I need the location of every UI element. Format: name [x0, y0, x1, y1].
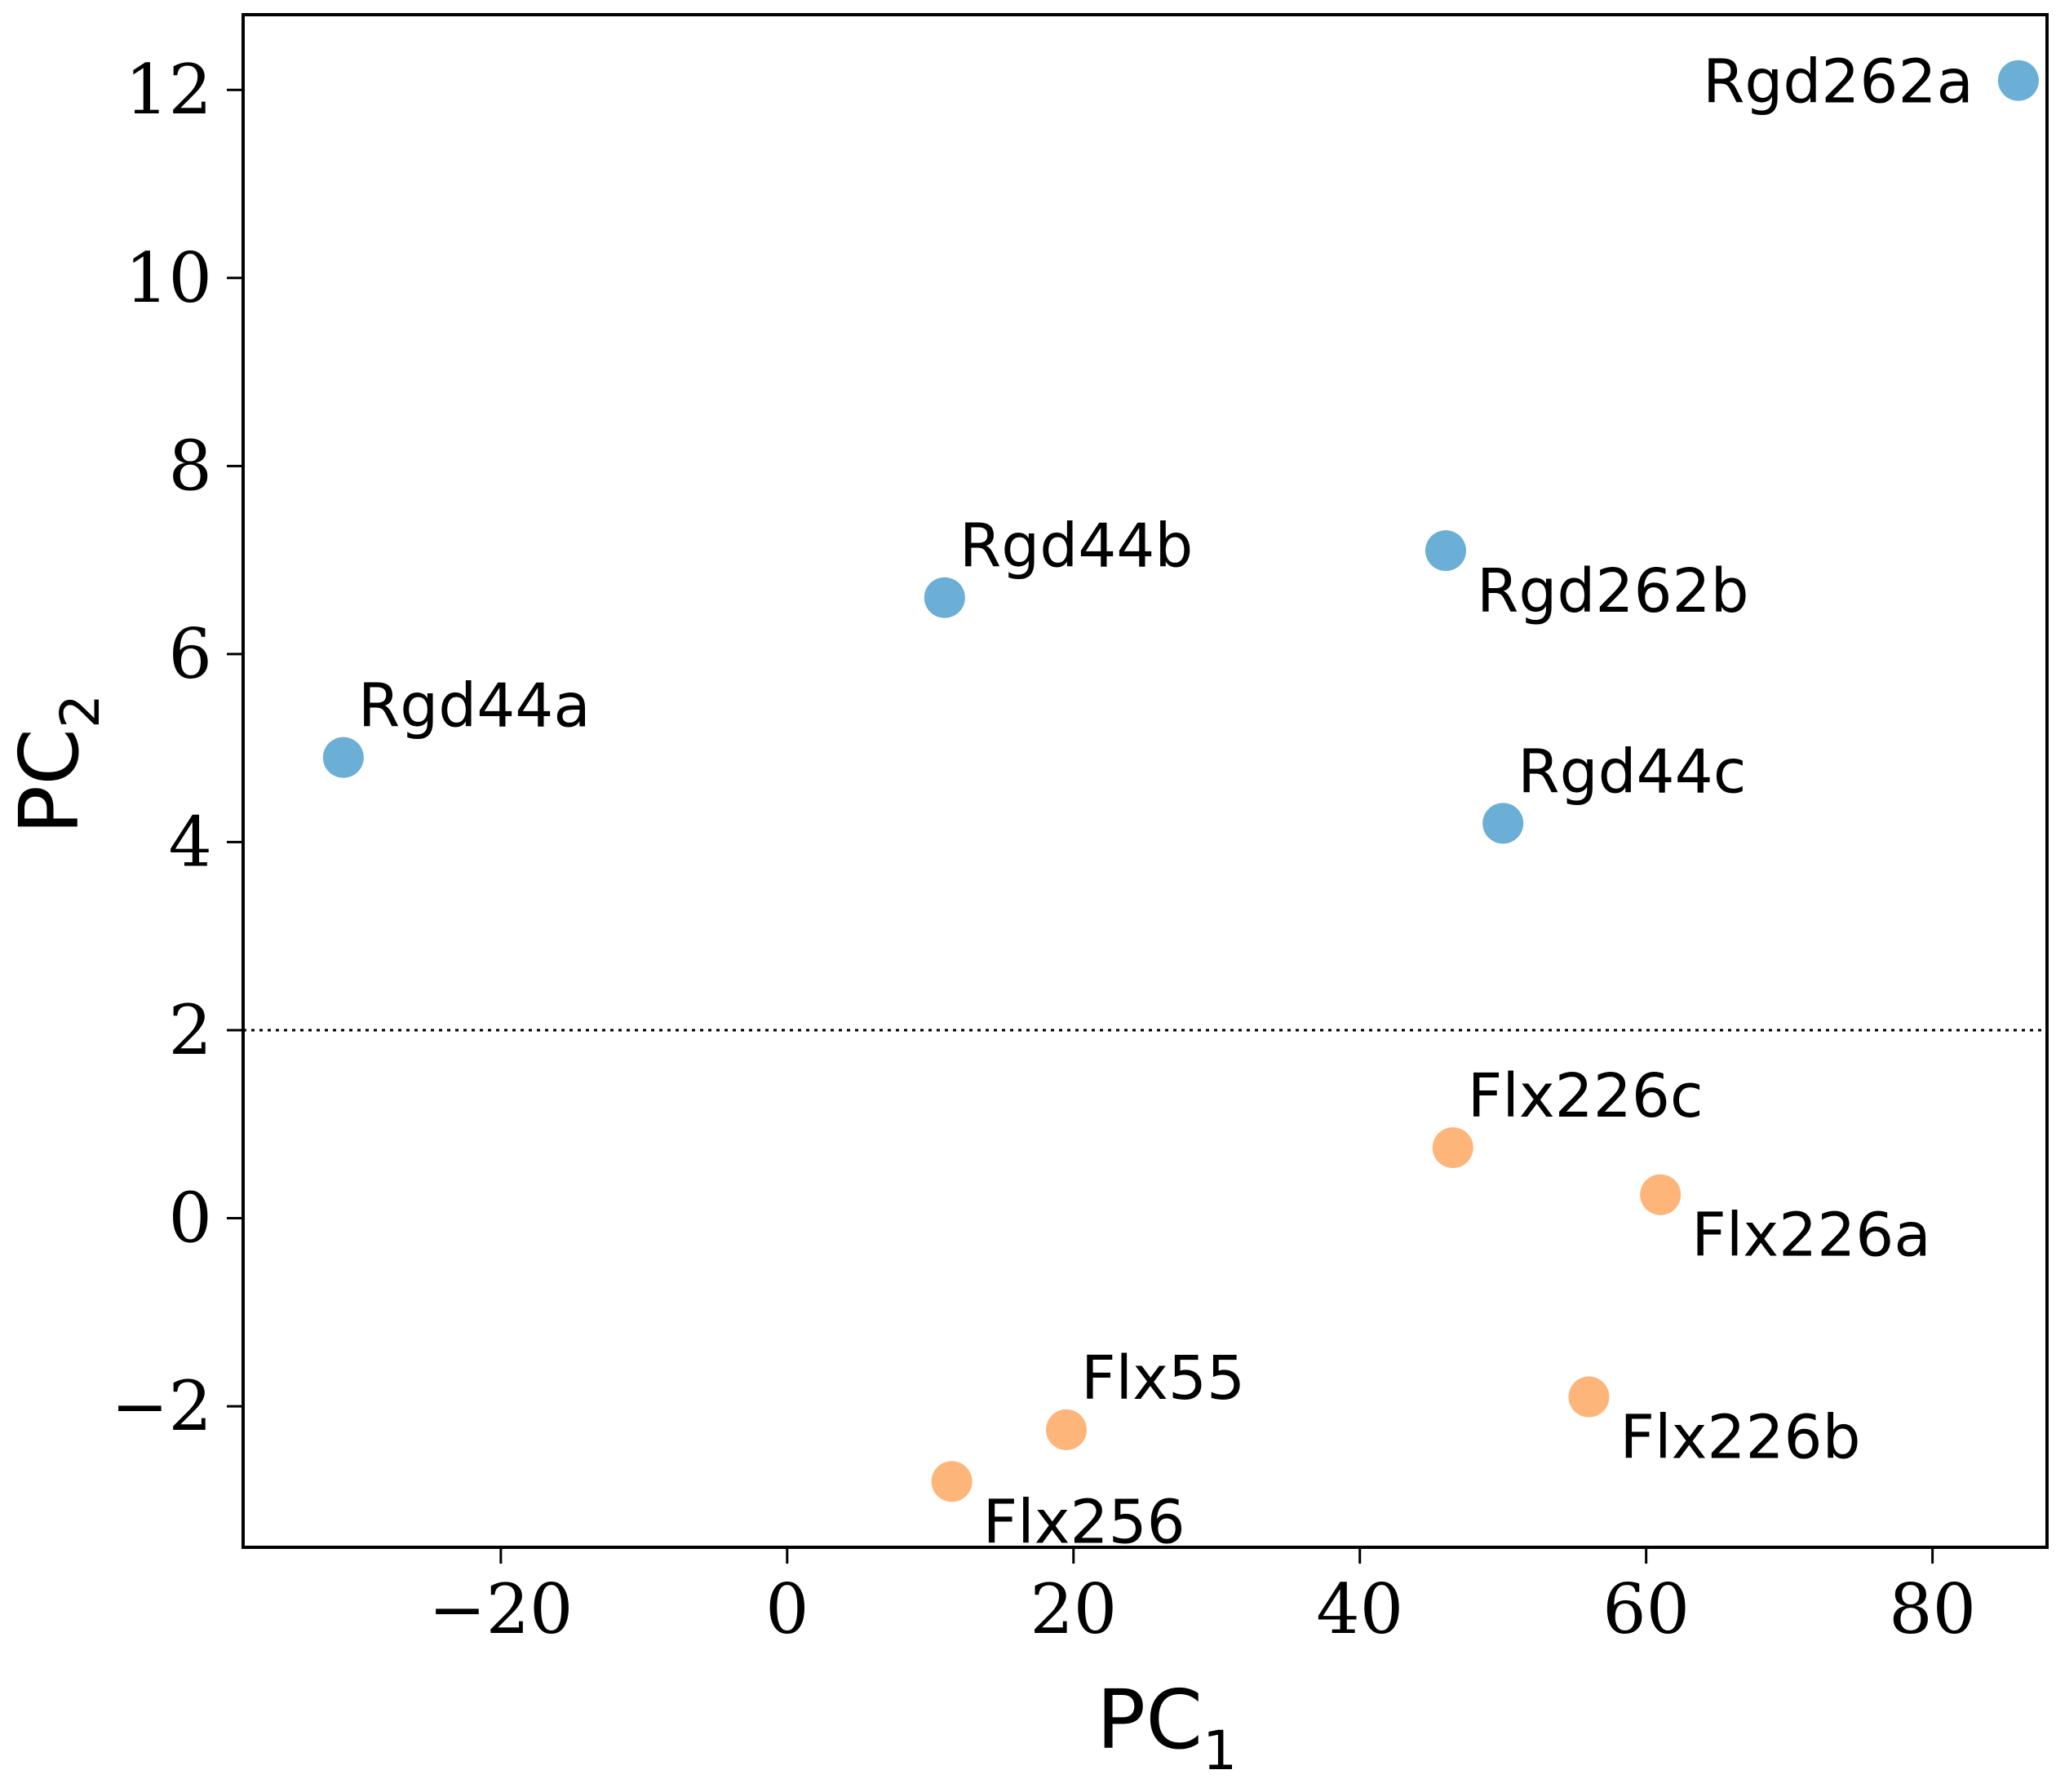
- data-point: [1568, 1376, 1610, 1418]
- data-point: [924, 577, 965, 618]
- y-tick-label: 10: [125, 238, 212, 318]
- x-tick-label: 0: [765, 1569, 809, 1649]
- data-point: [1640, 1174, 1682, 1215]
- x-tick-label: 60: [1602, 1569, 1690, 1649]
- y-tick-label: 0: [169, 1179, 212, 1259]
- point-label: Rgd44a: [358, 671, 591, 741]
- x-tick-label: 80: [1889, 1569, 1976, 1649]
- data-point: [1482, 803, 1524, 844]
- y-axis: −2 0 2 4 6 8 10 12: [111, 50, 243, 1446]
- point-label: Flx55: [1081, 1343, 1245, 1414]
- y-tick-label: −2: [111, 1366, 212, 1446]
- y-tick-label: 2: [169, 990, 212, 1070]
- plot-frame: [241, 13, 2049, 1549]
- y-axis-label-sub: 2: [49, 694, 112, 728]
- data-point: [1045, 1409, 1087, 1450]
- point-label: Rgd44b: [959, 511, 1194, 582]
- x-tick-label: 40: [1316, 1569, 1403, 1649]
- data-point: [931, 1461, 973, 1502]
- y-tick-label: 6: [169, 614, 212, 694]
- data-points: Rgd262a Rgd44b Rgd262b Rgd44a Rgd44c Flx226c F…: [322, 47, 2039, 1557]
- y-axis-label-main: PC: [2, 728, 97, 834]
- y-tick-label: 4: [169, 802, 212, 882]
- point-label: Rgd44c: [1518, 737, 1746, 807]
- x-axis: −20 0 20 40 60 80: [428, 1547, 1976, 1649]
- data-point: [1997, 60, 2039, 101]
- x-axis-label: PC1: [1097, 1672, 1237, 1782]
- point-label: Flx226b: [1620, 1403, 1860, 1473]
- x-tick-label: −20: [428, 1569, 573, 1649]
- y-tick-label: 8: [169, 426, 212, 506]
- point-label: Flx226a: [1691, 1201, 1931, 1271]
- point-label: Flx256: [983, 1487, 1185, 1557]
- y-axis-label: PC2: [2, 694, 112, 834]
- data-point: [1425, 530, 1466, 572]
- point-label: Flx226c: [1468, 1061, 1704, 1131]
- point-label: Rgd262a: [1703, 47, 1974, 117]
- data-point: [322, 737, 364, 778]
- y-tick-label: 12: [125, 50, 212, 130]
- x-axis-label-sub: 1: [1203, 1719, 1237, 1782]
- x-tick-label: 20: [1030, 1569, 1117, 1649]
- data-point: [1432, 1127, 1473, 1169]
- x-axis-label-main: PC: [1097, 1672, 1203, 1768]
- point-label: Rgd262b: [1477, 556, 1749, 626]
